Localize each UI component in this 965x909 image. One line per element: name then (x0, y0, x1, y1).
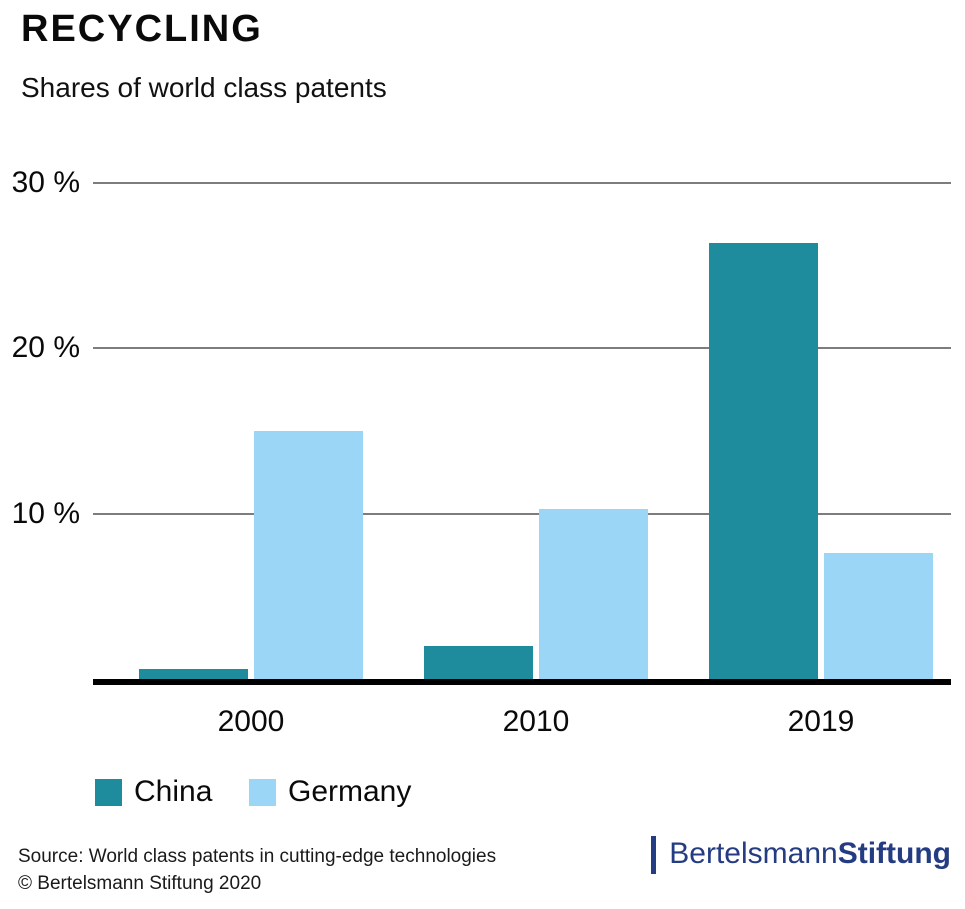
bar-china-2000 (139, 669, 248, 679)
chart-subtitle: Shares of world class patents (21, 72, 387, 103)
legend-label-china: China (134, 775, 213, 808)
source-note: Source: World class patents in cutting-e… (18, 843, 496, 897)
y-tick-label-10: 10 % (11, 496, 80, 530)
x-axis-baseline (93, 679, 951, 685)
x-tick-label-2000: 2000 (217, 705, 285, 738)
chart-legend: China Germany (0, 775, 965, 809)
gridline-30-percent (93, 182, 951, 185)
x-tick-label-2019: 2019 (787, 705, 855, 738)
bar-china-2010 (424, 646, 533, 679)
bar-germany-2010 (539, 509, 648, 679)
y-tick-label-30: 30 % (11, 166, 80, 200)
source-line-1: Source: World class patents in cutting-e… (18, 846, 497, 867)
logo-vertical-bar-icon (651, 836, 657, 874)
logo-text: BertelsmannStiftung (669, 835, 951, 873)
bertelsmann-stiftung-logo: BertelsmannStiftung (651, 835, 951, 874)
plot-area (93, 150, 951, 679)
gridline-20-percent (93, 347, 951, 350)
gridline-10-percent (93, 512, 951, 515)
bar-china-2019 (709, 243, 818, 679)
page-title: RECYCLING (21, 8, 263, 50)
bar-germany-2000 (254, 431, 363, 679)
china-color-swatch (95, 778, 122, 806)
bar-germany-2019 (824, 553, 933, 679)
y-tick-label-20: 20 % (11, 331, 80, 365)
logo-text-regular: Bertelsmann (669, 837, 838, 870)
source-line-2: © Bertelsmann Stiftung 2020 (18, 873, 262, 894)
legend-item-china: China (95, 775, 212, 809)
logo-text-bold: Stiftung (837, 837, 951, 870)
germany-color-swatch (249, 778, 276, 806)
legend-item-germany: Germany (249, 775, 411, 809)
legend-label-germany: Germany (288, 775, 412, 808)
x-tick-label-2010: 2010 (502, 705, 570, 738)
